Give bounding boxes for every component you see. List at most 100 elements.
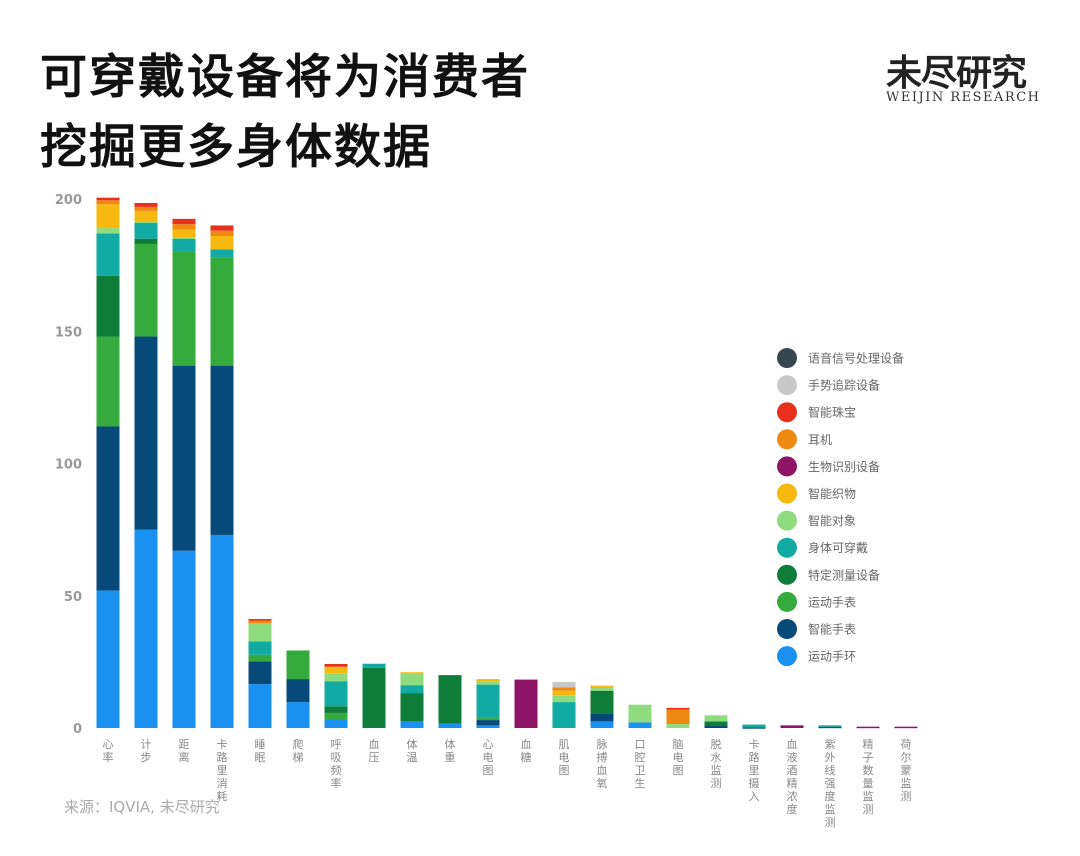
legend-label: 特定测量设备 xyxy=(808,567,880,582)
bar-segment xyxy=(400,721,424,728)
x-tick-label: 测 xyxy=(825,816,836,829)
x-tick-label: 水 xyxy=(711,751,722,764)
x-tick-label: 卡 xyxy=(217,738,228,751)
x-tick-label: 精 xyxy=(787,777,798,790)
bar-segment xyxy=(324,712,348,720)
bar-segment xyxy=(704,721,728,726)
x-tick-label: 度 xyxy=(787,802,798,816)
legend-label: 运动手表 xyxy=(808,595,856,609)
bar-segment xyxy=(134,238,158,244)
bar-segment xyxy=(324,663,348,667)
bar-segment xyxy=(96,204,120,229)
x-tick-label: 线 xyxy=(825,763,836,777)
bar-segment xyxy=(894,726,918,729)
x-tick-label: 压 xyxy=(369,751,380,764)
bar-segment xyxy=(96,197,120,201)
bar-segment xyxy=(248,641,272,655)
bar-segment xyxy=(476,684,500,718)
x-tick-label: 路 xyxy=(749,751,760,764)
legend-label: 智能珠宝 xyxy=(808,405,856,420)
bar-segment xyxy=(134,222,158,239)
x-tick-label: 卫 xyxy=(635,764,646,777)
x-tick-label: 耗 xyxy=(217,790,228,803)
x-tick-label: 液 xyxy=(787,750,798,764)
bar-segment xyxy=(324,666,348,674)
x-tick-label: 眠 xyxy=(255,751,266,764)
x-tick-label: 血 xyxy=(787,737,798,751)
x-tick-label: 图 xyxy=(483,764,494,777)
title-line-1: 可穿戴设备将为消费者 xyxy=(40,50,530,105)
bar-segment xyxy=(134,243,158,337)
legend-label: 耳机 xyxy=(808,433,832,447)
x-tick-label: 测 xyxy=(863,803,874,816)
bar-segment xyxy=(286,679,310,703)
x-tick-label: 监 xyxy=(901,777,912,790)
title-line-2: 挖掘更多身体数据 xyxy=(40,120,432,175)
bar-segment xyxy=(248,619,272,621)
x-tick-label: 卡 xyxy=(749,738,760,751)
x-tick-label: 心 xyxy=(103,738,114,751)
legend-label: 智能手表 xyxy=(808,622,856,637)
x-tick-label: 睡 xyxy=(255,738,266,751)
source-note: 来源：IQVIA, 未尽研究 xyxy=(64,798,220,816)
x-tick-label: 离 xyxy=(179,750,190,764)
bar-segment xyxy=(400,685,424,694)
bar-segment xyxy=(172,237,196,239)
bar-segment xyxy=(362,667,386,728)
x-tick-label: 体 xyxy=(407,737,418,751)
x-tick-label: 里 xyxy=(217,764,228,777)
bar-segment xyxy=(666,709,690,725)
bar-segment xyxy=(134,210,158,222)
bar-segment xyxy=(666,724,690,728)
x-tick-label: 血 xyxy=(369,737,380,751)
bar-segment xyxy=(400,693,424,722)
bar-segment xyxy=(96,590,120,728)
x-tick-label: 频 xyxy=(331,763,342,777)
logo-cn: 未尽研究 xyxy=(886,52,1027,94)
x-tick-label: 荷 xyxy=(901,738,912,751)
bar-segment xyxy=(134,202,158,207)
bar-segment xyxy=(210,230,234,237)
bar-segment xyxy=(210,249,234,258)
bar-segment xyxy=(438,723,462,728)
bar-segment xyxy=(818,725,842,727)
x-tick-label: 生 xyxy=(635,776,646,790)
x-tick-label: 监 xyxy=(711,764,722,777)
x-tick-label: 脑 xyxy=(673,738,684,751)
legend-label: 手势追踪设备 xyxy=(808,378,880,393)
x-tick-label: 外 xyxy=(825,751,836,764)
legend-swatch xyxy=(777,510,797,531)
x-tick-label: 路 xyxy=(217,751,228,764)
bar-segment xyxy=(590,690,614,714)
x-tick-label: 数 xyxy=(863,764,874,777)
bar-segment xyxy=(286,702,310,728)
x-tick-label: 图 xyxy=(559,764,570,777)
bar-segment xyxy=(590,688,614,691)
x-tick-label: 距 xyxy=(179,738,190,751)
bar-segment xyxy=(476,717,500,721)
x-tick-label: 血 xyxy=(597,763,608,777)
bar-segment xyxy=(96,275,120,337)
x-tick-label: 酒 xyxy=(787,764,798,777)
x-tick-label: 浓 xyxy=(787,790,798,803)
bar-segment xyxy=(476,679,500,682)
bar-segment xyxy=(742,727,766,729)
x-tick-label: 率 xyxy=(103,750,114,764)
x-tick-label: 量 xyxy=(863,777,874,790)
bar-segment xyxy=(324,706,348,713)
bar-segment xyxy=(552,690,576,696)
bar-segment xyxy=(96,228,120,234)
bar-segment xyxy=(590,685,614,689)
legend-swatch xyxy=(777,483,797,504)
bar-segment xyxy=(134,221,158,223)
bar-segment xyxy=(134,336,158,530)
bar-segment xyxy=(324,673,348,682)
x-tick-label: 氧 xyxy=(597,776,608,790)
y-tick-label: 50 xyxy=(64,590,82,605)
legend-label: 智能对象 xyxy=(808,513,856,528)
x-tick-label: 重 xyxy=(445,750,456,764)
x-tick-label: 度 xyxy=(825,789,836,803)
x-tick-label: 步 xyxy=(141,751,152,764)
bar-segment xyxy=(742,724,766,728)
bar-segment xyxy=(590,721,614,728)
